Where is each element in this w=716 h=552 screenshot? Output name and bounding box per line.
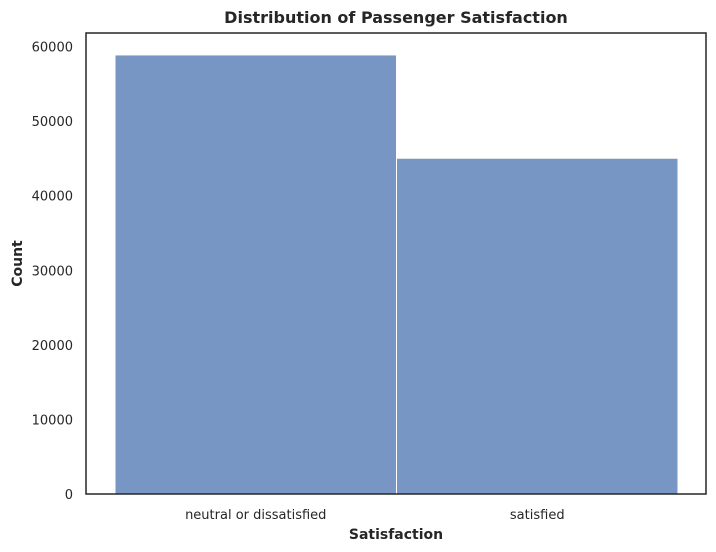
bars-group: [114, 54, 679, 495]
x-tick-label: satisfied: [510, 508, 565, 523]
x-tick-label: neutral or dissatisfied: [185, 508, 326, 523]
y-tick-label: 30000: [32, 264, 73, 279]
y-tick-label: 20000: [32, 339, 73, 354]
bar-1: [396, 157, 679, 495]
y-tick-label: 40000: [32, 190, 73, 205]
y-tick-label: 60000: [32, 41, 73, 56]
bar-0: [114, 54, 397, 495]
x-axis-ticks: neutral or dissatisfied satisfied: [185, 508, 565, 523]
chart-title: Distribution of Passenger Satisfaction: [224, 8, 568, 27]
y-tick-label: 10000: [32, 413, 73, 428]
y-tick-label: 0: [65, 488, 73, 503]
y-axis-label: Count: [10, 240, 26, 287]
y-axis-ticks: 0 10000 20000 30000 40000 50000 60000: [32, 41, 73, 503]
x-axis-label: Satisfaction: [349, 527, 443, 543]
y-tick-label: 50000: [32, 115, 73, 130]
plot-frame: [85, 32, 707, 495]
